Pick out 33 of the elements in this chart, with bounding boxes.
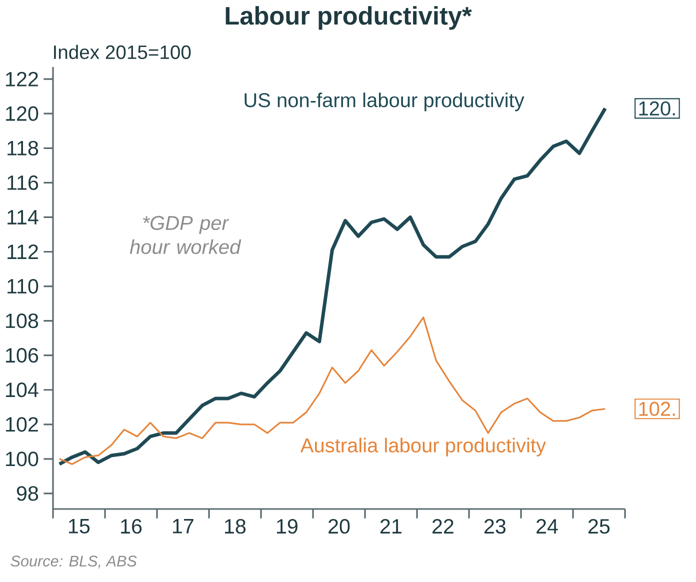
y-tick-label: 104 — [6, 382, 38, 398]
y-tick-label: 98 — [16, 486, 38, 501]
x-tick-label: 18 — [225, 519, 246, 534]
x-tick-label: 17 — [173, 519, 194, 534]
line-series — [58, 316, 606, 465]
y-tick-label: 106 — [6, 348, 38, 363]
x-tick-label: 23 — [484, 519, 506, 534]
x-tick-label: 19 — [277, 519, 298, 534]
annotation: 120. — [639, 101, 675, 116]
y-tick-label: 112 — [8, 244, 38, 259]
text: US non-farm labour productivity — [244, 92, 524, 112]
x-tick-label: 22 — [432, 519, 454, 534]
y-tick-label: 114 — [8, 210, 38, 224]
x-tick-label: 20 — [328, 519, 350, 534]
annotation: *GDP per hour worked — [130, 216, 242, 254]
series-label: Australia labour productivity — [300, 438, 546, 456]
x-tick-label: 25 — [588, 519, 610, 534]
y-tick-label: 118 — [8, 140, 38, 156]
y-tick-label: 120 — [6, 106, 38, 121]
x-tick-label: 24 — [536, 519, 558, 534]
y-tick-label: 122 — [6, 72, 38, 86]
source-note: Source: BLS, ABS — [10, 556, 137, 568]
y-tick-label: 110 — [8, 278, 38, 294]
x-tick-label: 15 — [69, 519, 90, 534]
y-tick-label: 108 — [6, 313, 38, 328]
y-tick-label: 100 — [6, 452, 38, 466]
y-axis-title: Index 2015=100 — [54, 44, 191, 60]
x-tick-label: 21 — [380, 519, 402, 534]
x-tick-label: 16 — [121, 519, 142, 534]
annotation: 102. — [639, 402, 675, 416]
y-tick-label: 116 — [8, 175, 38, 190]
y-tick-label: 102 — [6, 417, 38, 432]
chart-title: Labour productivity* — [226, 6, 472, 30]
